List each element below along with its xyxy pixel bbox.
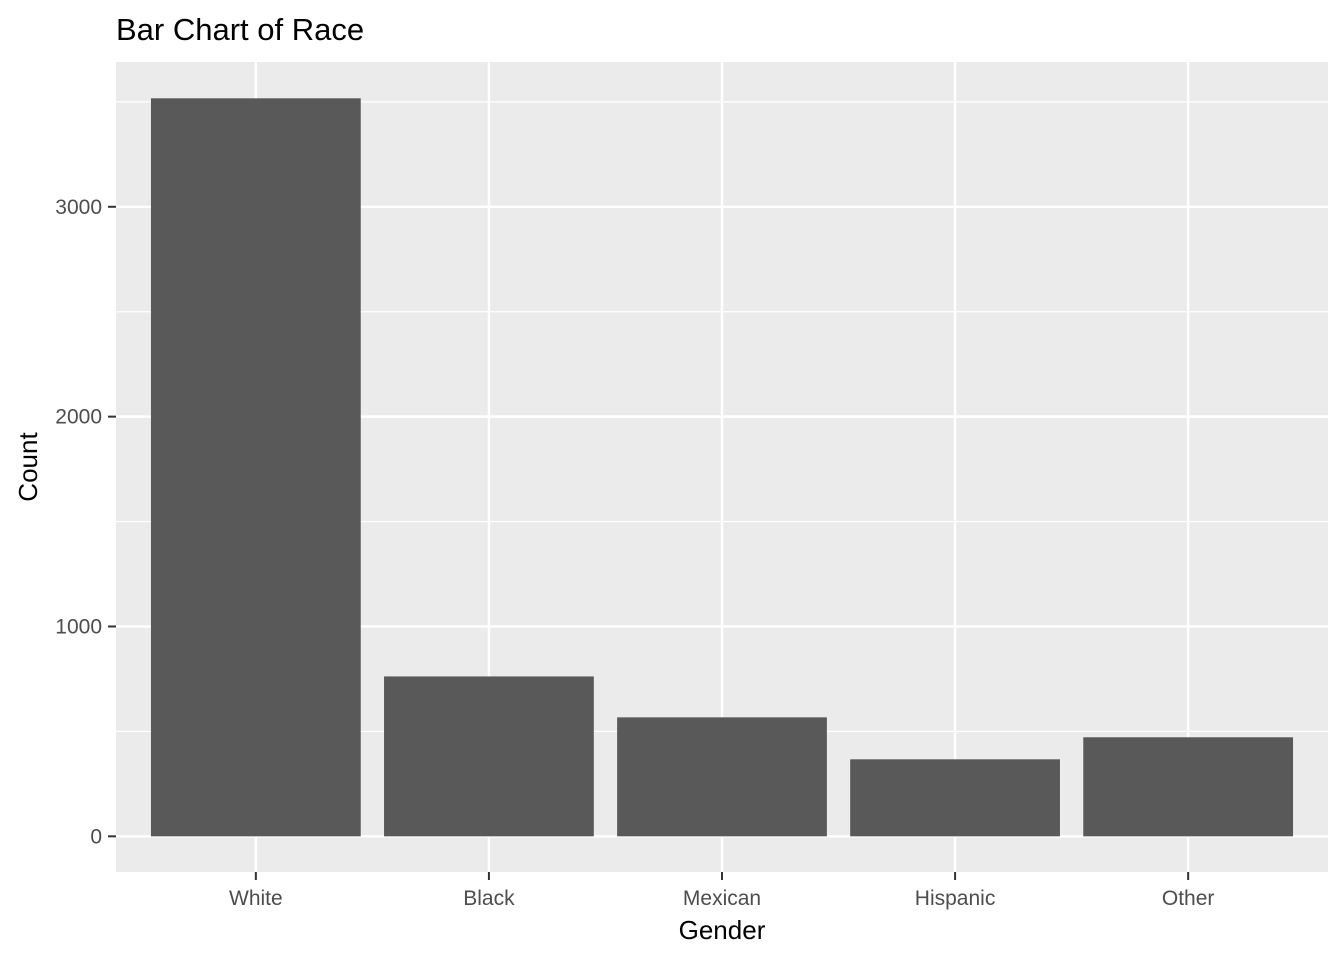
bar-mexican (617, 717, 827, 837)
y-tick-label: 2000 (55, 406, 102, 429)
bar-white (150, 98, 361, 837)
x-tick-label: Mexican (683, 887, 761, 910)
y-tick-label: 3000 (55, 196, 102, 219)
y-axis-title: Count (13, 432, 43, 502)
bars (150, 98, 1294, 837)
x-tick-label: Black (463, 887, 515, 910)
y-tick-label: 0 (90, 825, 102, 848)
bar-other (1083, 737, 1294, 837)
x-tick-label: Other (1162, 887, 1215, 910)
x-axis-title: Gender (679, 915, 766, 945)
bar-black (384, 676, 594, 837)
bar-hispanic (850, 759, 1060, 837)
chart-title: Bar Chart of Race (116, 12, 364, 47)
x-tick-label: White (229, 887, 283, 910)
y-tick-label: 1000 (55, 615, 102, 638)
x-tick-label: Hispanic (915, 887, 996, 910)
y-axis: 0 1000 2000 3000 (55, 196, 116, 848)
x-axis: White Black Mexican Hispanic Other (229, 872, 1214, 910)
